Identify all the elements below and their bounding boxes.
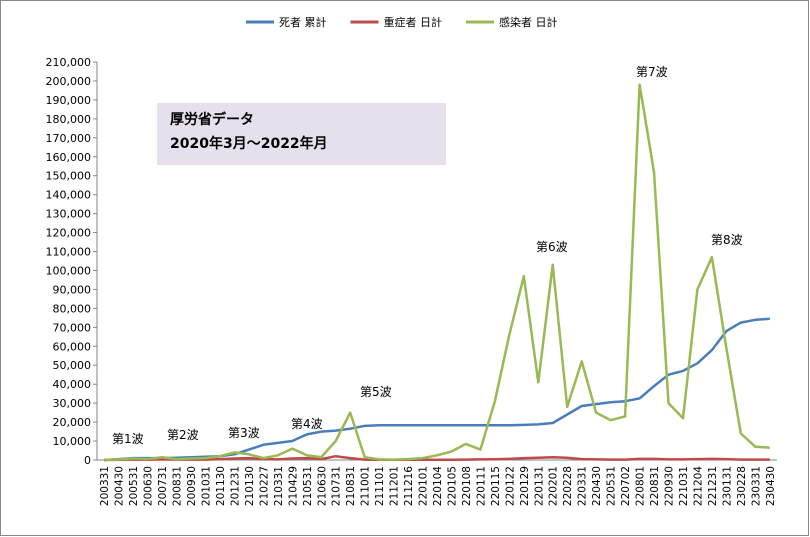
y-tick-label: 130,000	[46, 208, 92, 221]
y-tick-label: 20,000	[53, 416, 92, 429]
y-tick-label: 90,000	[53, 283, 92, 296]
y-tick-label: 110,000	[46, 246, 92, 259]
y-tick-label: 180,000	[46, 113, 92, 126]
x-tick-label: 220201	[548, 466, 560, 506]
annotation: 第2波	[167, 428, 199, 442]
x-tick-label: 200630	[143, 466, 155, 506]
x-tick-label: 230131	[721, 466, 733, 506]
y-tick-label: 150,000	[46, 170, 92, 183]
note-box	[157, 103, 446, 165]
series-line	[104, 454, 770, 462]
legend-label: 重症者 日計	[384, 15, 443, 29]
y-tick-label: 170,000	[46, 132, 92, 145]
x-tick-label: 200531	[128, 466, 140, 506]
x-tick-label: 220131	[533, 466, 545, 506]
x-tick-label: 200731	[157, 466, 169, 506]
x-tick-label: 221031	[678, 466, 690, 506]
x-tick-label: 210731	[331, 466, 343, 506]
x-tick-label: 220430	[591, 466, 603, 506]
series-line	[104, 83, 770, 462]
x-tick-label: 220531	[606, 466, 618, 506]
x-tick-label: 200930	[186, 466, 198, 506]
x-tick-label: 211001	[360, 466, 372, 506]
legend-label: 感染者 日計	[499, 15, 558, 29]
annotation: 第6波	[536, 240, 568, 254]
y-tick-label: 190,000	[46, 94, 92, 107]
y-tick-label: 80,000	[53, 302, 92, 315]
x-tick-label: 201130	[215, 466, 227, 506]
annotation: 第8波	[711, 233, 743, 247]
x-tick-label: 220115	[490, 466, 502, 506]
x-tick-label: 200831	[172, 466, 184, 506]
x-tick-label: 200430	[114, 466, 126, 506]
x-tick-label: 220930	[663, 466, 675, 506]
x-tick-label: 210630	[316, 466, 328, 506]
x-tick-label: 220228	[562, 466, 574, 506]
x-tick-label: 220101	[418, 466, 430, 506]
x-tick-label: 220831	[649, 466, 661, 506]
y-tick-label: 50,000	[53, 359, 92, 372]
x-tick-label: 230331	[750, 466, 762, 506]
x-tick-label: 211201	[389, 466, 401, 506]
x-tick-label: 211216	[403, 466, 415, 506]
x-tick-label: 220105	[446, 466, 458, 506]
x-tick-label: 211101	[374, 466, 386, 506]
x-tick-label: 230430	[765, 466, 777, 506]
x-tick-label: 201031	[201, 466, 213, 506]
x-tick-label: 221204	[692, 466, 704, 506]
x-tick-label: 220702	[620, 466, 632, 506]
annotation: 第1波	[112, 432, 144, 446]
x-tick-label: 210831	[345, 466, 357, 506]
x-tick-label: 220331	[577, 466, 589, 506]
note-line: 2020年3月～2022年月	[170, 135, 328, 152]
x-tick-label: 221231	[707, 466, 719, 506]
x-tick-label: 220801	[635, 466, 647, 506]
y-tick-label: 70,000	[53, 321, 92, 334]
x-tick-label: 220104	[432, 466, 444, 506]
x-tick-label: 220129	[519, 466, 531, 506]
x-tick-label: 210130	[244, 466, 256, 506]
y-tick-label: 120,000	[46, 227, 92, 240]
x-tick-label: 220122	[504, 466, 516, 506]
y-tick-label: 210,000	[46, 56, 92, 69]
y-tick-label: 40,000	[53, 378, 92, 391]
y-tick-label: 60,000	[53, 340, 92, 353]
x-tick-label: 230228	[736, 466, 748, 506]
annotation: 第3波	[228, 426, 260, 440]
annotation: 第7波	[636, 65, 668, 79]
x-tick-label: 210227	[258, 466, 270, 506]
note-line: 厚労省データ	[170, 111, 254, 128]
x-tick-label: 210531	[302, 466, 314, 506]
x-tick-label: 220108	[461, 466, 473, 506]
y-tick-label: 0	[84, 454, 91, 467]
y-tick-label: 160,000	[46, 151, 92, 164]
y-tick-label: 100,000	[46, 264, 92, 277]
x-tick-label: 210429	[287, 466, 299, 506]
x-tick-label: 220111	[475, 466, 487, 506]
annotation: 第5波	[360, 385, 392, 399]
legend-label: 死者 累計	[279, 15, 327, 29]
y-tick-label: 30,000	[53, 397, 92, 410]
y-tick-label: 10,000	[53, 435, 92, 448]
y-tick-label: 200,000	[46, 75, 92, 88]
y-tick-label: 140,000	[46, 189, 92, 202]
annotation: 第4波	[291, 417, 323, 431]
x-tick-label: 200331	[99, 466, 111, 506]
x-tick-label: 210331	[273, 466, 285, 506]
x-tick-label: 201231	[229, 466, 241, 506]
